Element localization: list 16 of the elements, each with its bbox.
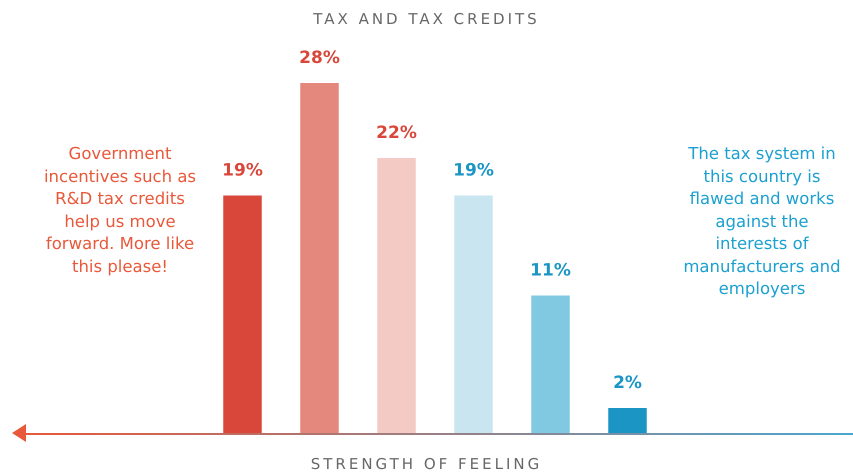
text: The tax system in this country is flawed and works against the interests of manufacturers and employers	[682, 143, 842, 300]
data-label: 22%	[376, 122, 417, 143]
data-label: 19%	[453, 160, 494, 180]
bar	[223, 196, 262, 433]
data-label: 19%	[222, 160, 263, 180]
data-label: 2%	[613, 372, 642, 393]
x-axis-title: STRENGTH OF FEELING	[310, 455, 544, 473]
chart-title: TAX AND TAX CREDITS	[312, 10, 541, 28]
bar	[531, 296, 570, 433]
bar	[608, 408, 647, 433]
data-label: 28%	[299, 48, 340, 68]
bar	[300, 83, 339, 433]
bar	[454, 196, 493, 433]
bar	[377, 158, 416, 433]
data-label: 11%	[530, 260, 571, 280]
text: Government incentives such as R&D tax credits help us move forward. More like this please!	[42, 143, 198, 278]
